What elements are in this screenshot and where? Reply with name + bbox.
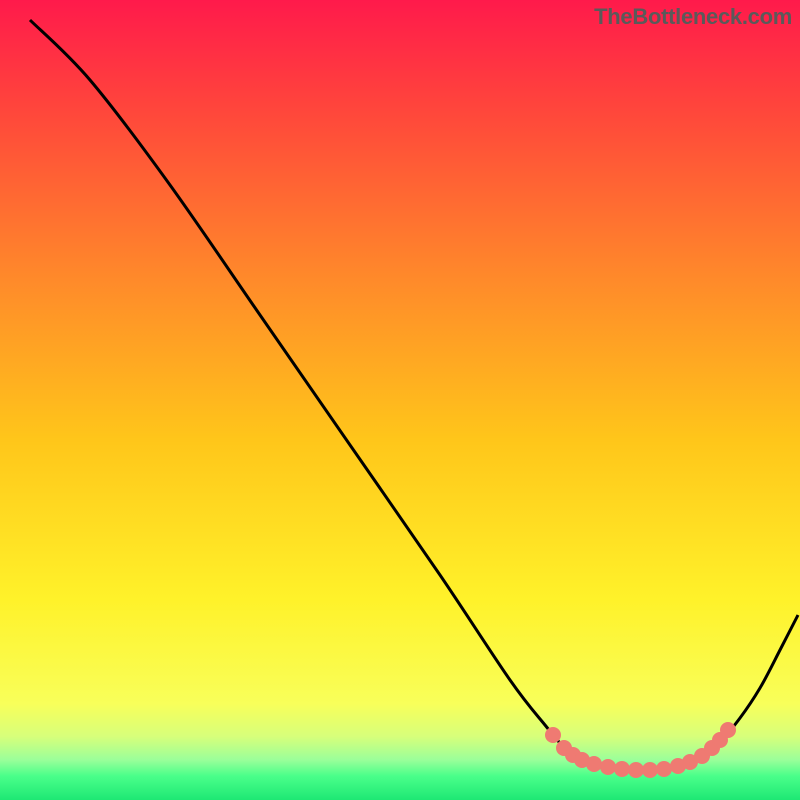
- chart-overlay-svg: [0, 0, 800, 800]
- valley-marker-group: [545, 722, 736, 778]
- valley-marker: [694, 748, 710, 764]
- bottleneck-curve: [30, 20, 798, 770]
- valley-marker: [586, 756, 602, 772]
- watermark-text: TheBottleneck.com: [594, 4, 792, 30]
- valley-marker: [712, 732, 728, 748]
- bottleneck-chart: TheBottleneck.com: [0, 0, 800, 800]
- valley-marker: [628, 762, 644, 778]
- valley-marker: [670, 758, 686, 774]
- valley-marker: [600, 759, 616, 775]
- valley-marker: [682, 754, 698, 770]
- valley-marker: [720, 722, 736, 738]
- valley-marker: [556, 740, 572, 756]
- valley-marker: [574, 752, 590, 768]
- valley-marker: [642, 762, 658, 778]
- valley-marker: [704, 740, 720, 756]
- valley-marker: [565, 747, 581, 763]
- valley-marker: [656, 761, 672, 777]
- valley-marker: [614, 761, 630, 777]
- valley-marker: [545, 727, 561, 743]
